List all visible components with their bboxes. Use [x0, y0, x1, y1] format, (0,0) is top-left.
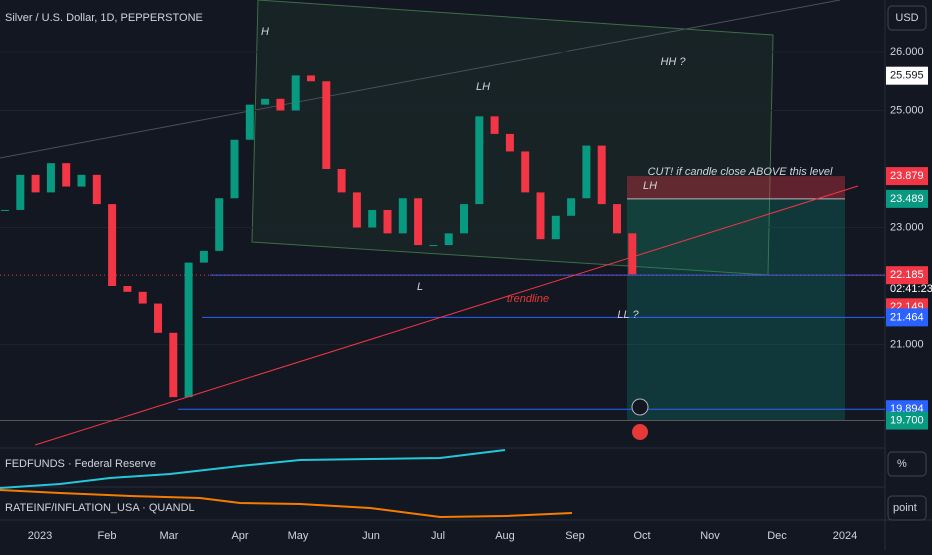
candle	[490, 116, 499, 134]
candle	[199, 250, 208, 263]
candle	[16, 174, 25, 210]
x-tick-label: Jun	[362, 530, 380, 542]
candle	[154, 303, 162, 333]
candle	[398, 198, 407, 234]
stop-zone	[627, 176, 845, 199]
pane-unit[interactable]: %	[897, 458, 907, 470]
annotation: trendline	[507, 293, 549, 305]
price-label: 23.879	[890, 170, 924, 182]
fedfunds-line	[0, 449, 506, 489]
unit-button[interactable]	[887, 495, 927, 521]
candle	[108, 204, 117, 286]
x-tick-label: Aug	[495, 530, 515, 542]
upper-trendline	[0, 0, 841, 159]
candle	[368, 209, 377, 228]
candle	[230, 139, 239, 199]
annotation: LH	[476, 81, 490, 93]
price-label: 23.489	[890, 193, 924, 205]
candle	[261, 98, 270, 105]
x-tick-label: 2023	[28, 530, 52, 542]
currency[interactable]: USD	[895, 12, 918, 24]
x-tick-label: Feb	[98, 530, 117, 542]
candle	[169, 332, 178, 398]
chart-title: Silver / U.S. Dollar, 1D, PEPPERSTONE	[5, 12, 203, 24]
price-label: 22.185	[890, 269, 924, 281]
y-tick-label: 26.000	[890, 46, 924, 58]
annotation: H	[261, 26, 269, 38]
candle	[414, 198, 423, 246]
candle	[582, 145, 591, 199]
annotation: CUT! if candle close ABOVE this level	[648, 166, 833, 178]
annotation: HH ?	[660, 56, 686, 68]
annotation: LL ?	[617, 309, 639, 321]
y-tick-label: 21.000	[890, 338, 924, 350]
trendline	[34, 185, 859, 446]
candle	[138, 291, 147, 304]
price-label-bg	[886, 266, 928, 285]
annotation: LH	[643, 180, 657, 192]
price-label-bg	[886, 66, 928, 85]
candle	[46, 163, 55, 193]
candle	[31, 174, 40, 193]
price-label: 21.464	[890, 311, 924, 323]
x-tick-label: Apr	[231, 530, 248, 542]
candle	[475, 116, 484, 205]
event-icon[interactable]	[631, 398, 649, 416]
price-label-bg	[886, 411, 928, 430]
x-tick-label: May	[288, 530, 309, 542]
x-tick-label: Jul	[431, 530, 445, 542]
candle	[1, 209, 9, 211]
candle	[215, 198, 224, 251]
economic-event-icon[interactable]	[632, 424, 648, 440]
profit-zone	[627, 198, 845, 421]
x-tick-label: Oct	[633, 530, 650, 542]
candle	[521, 151, 530, 193]
candle	[184, 262, 193, 398]
candle	[444, 233, 453, 246]
candle	[62, 163, 71, 187]
inflation-line	[0, 489, 573, 519]
price-label-bg	[886, 189, 928, 208]
candle	[291, 75, 300, 111]
pane-unit[interactable]: point	[893, 502, 917, 514]
candle	[536, 192, 545, 240]
price-label: 19.700	[890, 414, 924, 426]
candle	[276, 98, 285, 111]
candle	[307, 75, 315, 82]
y-tick-label: 25.000	[890, 104, 924, 116]
candle	[613, 204, 621, 234]
x-tick-label: Sep	[565, 530, 585, 542]
pane-title: FEDFUNDS · Federal Reserve	[5, 458, 156, 470]
candle	[505, 133, 514, 152]
candle	[245, 104, 254, 140]
price-label: 25.595	[890, 70, 924, 82]
candle	[429, 245, 438, 247]
candle	[551, 215, 560, 240]
y-tick-label: 23.000	[890, 221, 924, 233]
pane-title: RATEINF/INFLATION_USA · QUANDL	[5, 502, 195, 514]
price-label-bg	[886, 167, 928, 186]
candle	[123, 286, 132, 292]
x-tick-label: Dec	[767, 530, 787, 542]
x-tick-label: Nov	[700, 530, 720, 542]
candle	[383, 209, 392, 234]
candle	[628, 233, 637, 275]
candle	[92, 174, 101, 205]
x-tick-label: 2024	[833, 530, 857, 542]
candle	[460, 204, 468, 234]
candle	[322, 81, 331, 169]
annotation: L	[417, 281, 423, 293]
countdown: 02:41:23	[890, 283, 932, 295]
candle	[337, 169, 346, 193]
x-tick-label: Mar	[160, 530, 179, 542]
candle	[352, 192, 361, 228]
price-label-bg	[886, 308, 928, 327]
candle	[597, 145, 606, 205]
candle	[567, 198, 576, 216]
unit-button[interactable]	[887, 451, 927, 477]
candle	[77, 174, 86, 187]
currency-button[interactable]	[887, 5, 927, 31]
